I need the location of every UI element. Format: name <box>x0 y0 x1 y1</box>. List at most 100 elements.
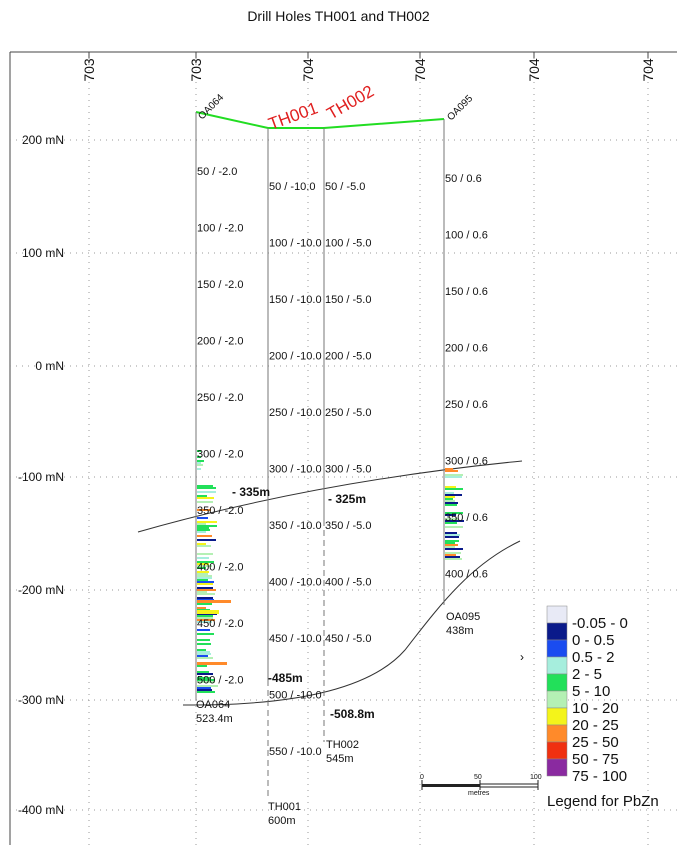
assay-bar <box>197 535 212 537</box>
end-name-th001: TH001 <box>268 801 301 813</box>
assay-bar <box>445 542 455 544</box>
assay-bar <box>197 677 211 679</box>
assay-bar <box>197 689 212 691</box>
assay-bar <box>197 575 212 577</box>
assay-bar <box>197 545 211 547</box>
assay-bar <box>197 589 216 591</box>
assay-bar <box>445 468 453 470</box>
assay-bar <box>197 495 207 497</box>
assay-bar <box>445 474 463 476</box>
assay-bar <box>197 468 201 470</box>
intercept-th001-upper: - 335m <box>232 485 270 499</box>
legend-label-8: 50 - 75 <box>572 751 619 768</box>
depth-label-th001-0: 50 / -10.0 <box>269 181 315 193</box>
assay-bar <box>445 558 462 560</box>
depth-label-th002-0: 50 / -5.0 <box>325 181 365 193</box>
assay-bar <box>445 502 458 504</box>
assay-bar <box>197 501 213 503</box>
assay-bar <box>197 583 213 585</box>
assay-bar <box>197 633 214 635</box>
assay-bar <box>197 464 203 466</box>
depth-label-th001-10: 550 / -10.0 <box>269 746 322 758</box>
assay-bar <box>197 561 214 563</box>
depth-label-oa095-4: 250 / 0.6 <box>445 399 488 411</box>
depth-label-th002-5: 300 / -5.0 <box>325 464 371 476</box>
depth-label-oa064-8: 450 / -2.0 <box>197 618 243 630</box>
legend-label-4: 5 - 10 <box>572 683 610 700</box>
legend-swatch-4 <box>546 673 568 692</box>
hole-label-oa095: OA095 <box>445 93 475 123</box>
depth-label-oa064-9: 500 / -2.0 <box>197 675 243 687</box>
end-depth-oa095: 438m <box>446 625 474 637</box>
depth-label-oa064-0: 50 / -2.0 <box>197 166 237 178</box>
assay-bar <box>197 603 212 605</box>
assay-bar <box>445 488 463 490</box>
assay-bar <box>445 554 456 556</box>
assay-bar <box>197 681 215 683</box>
legend-label-9: 75 - 100 <box>572 768 627 785</box>
end-name-oa095: OA095 <box>446 611 480 623</box>
assay-bar <box>445 498 453 500</box>
scale-unit: metres <box>468 790 490 797</box>
assay-bar <box>445 556 460 558</box>
assay-bar <box>197 565 212 567</box>
figure-title: Drill Holes TH001 and TH002 <box>247 8 430 24</box>
assay-bar <box>197 525 217 527</box>
elevation-label-2: 0 mN <box>35 359 64 373</box>
assay-bar <box>197 619 215 621</box>
assay-bar <box>197 523 206 525</box>
depth-label-th001-1: 100 / -10.0 <box>269 238 322 250</box>
depth-label-th002-2: 150 / -5.0 <box>325 294 371 306</box>
assay-bar <box>445 536 459 538</box>
assay-bar <box>197 587 213 589</box>
assay-bar <box>197 491 216 493</box>
assay-bar <box>197 531 206 533</box>
assay-bar <box>445 500 455 502</box>
easting-labels: 703 703 704 704 704 704 <box>81 58 656 82</box>
assay-bar <box>197 607 206 609</box>
legend-swatch-0 <box>546 605 568 624</box>
legend-swatch-2 <box>546 639 568 658</box>
legend-swatch-8 <box>546 741 568 760</box>
hole-label-th002: TH002 <box>324 81 378 123</box>
end-depth-oa064: 523.4m <box>196 713 233 725</box>
assay-bar <box>197 527 209 529</box>
easting-label-1: 703 <box>188 58 204 82</box>
assay-bar <box>197 673 213 675</box>
elevation-labels: 200 mN 100 mN 0 mN -100 mN -200 mN -300 mN -40… <box>18 133 64 817</box>
legend-label-2: 0.5 - 2 <box>572 649 615 666</box>
assay-bar <box>197 591 207 593</box>
depth-label-th001-3: 200 / -10.0 <box>269 351 322 363</box>
assay-bar <box>197 655 208 657</box>
legend-label-0: -0.05 - 0 <box>572 615 628 632</box>
end-depth-th002: 545m <box>326 753 354 765</box>
assay-bar <box>197 456 201 458</box>
assay-bar <box>445 504 457 506</box>
assay-bar <box>197 610 219 614</box>
depth-label-th002-6: 350 / -5.0 <box>325 520 371 532</box>
depth-label-oa064-2: 150 / -2.0 <box>197 279 243 291</box>
end-name-oa064: OA064 <box>196 699 230 711</box>
legend-swatch-7 <box>546 724 568 743</box>
assay-bar <box>197 671 209 673</box>
assay-bar <box>197 665 207 667</box>
depth-label-oa095-0: 50 / 0.6 <box>445 173 482 185</box>
legend-label-3: 2 - 5 <box>572 666 602 683</box>
easting-label-5: 704 <box>640 58 656 82</box>
legend-label-1: 0 - 0.5 <box>572 632 615 649</box>
assay-bar <box>197 521 217 523</box>
assay-bar <box>197 460 204 462</box>
intercept-th002-upper: - 325m <box>328 492 366 506</box>
depth-label-th001-6: 350 / -10.0 <box>269 520 322 532</box>
assay-bar <box>197 539 216 541</box>
ground-surface <box>195 111 445 129</box>
legend-swatch-5 <box>546 690 568 709</box>
assay-bars <box>197 450 464 693</box>
assay-bar <box>445 486 456 488</box>
scale-bar-segment-1 <box>422 784 480 787</box>
assay-bar <box>197 662 227 665</box>
assay-bar <box>197 567 206 569</box>
legend-label-5: 10 - 20 <box>572 700 619 717</box>
elevation-label-4: -200 mN <box>18 583 64 597</box>
